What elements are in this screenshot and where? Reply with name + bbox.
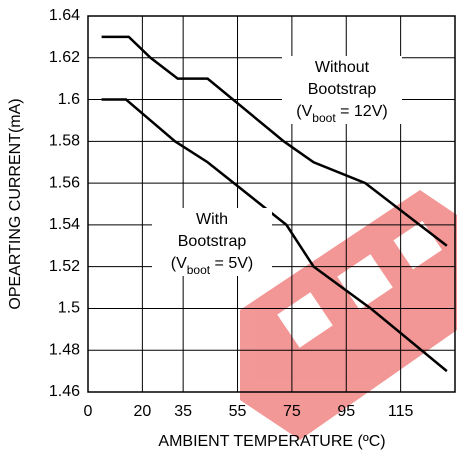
annotation-text: Bootstrap — [178, 233, 247, 250]
series-line — [101, 98, 448, 373]
annotation-part: = 5V) — [210, 255, 253, 272]
x-tick-label: 55 — [229, 403, 247, 420]
annotation-text: With — [196, 211, 228, 228]
y-tick-label: 1.62 — [49, 49, 80, 66]
x-tick-label: 20 — [133, 403, 151, 420]
annotation-bg — [152, 208, 272, 276]
annotation-text: Without — [315, 59, 370, 76]
annotation-part: (V — [171, 255, 187, 272]
y-axis-title: OPEARTING CURRENT(mA) — [7, 98, 24, 309]
y-tick-label: 1.5 — [58, 300, 80, 317]
x-tick-label: 75 — [283, 403, 301, 420]
y-tick-label: 1.52 — [49, 258, 80, 275]
y-tick-label: 1.58 — [49, 133, 80, 150]
series-line — [101, 35, 448, 247]
x-tick-label: 35 — [174, 403, 192, 420]
x-tick-label: 115 — [388, 403, 414, 420]
annotation-text: (Vboot = 12V) — [296, 103, 387, 125]
annotation-bg — [282, 56, 402, 124]
y-tick-label: 1.46 — [49, 383, 80, 400]
annotation-part: boot — [187, 263, 211, 277]
annotation-text: (Vboot = 5V) — [171, 255, 254, 277]
annotation-text: Bootstrap — [308, 81, 377, 98]
x-axis-title: AMBIENT TEMPERATURE (ºC) — [158, 433, 385, 450]
y-tick-label: 1.48 — [49, 341, 80, 358]
annotation-part: = 12V) — [336, 103, 388, 120]
x-tick-label: 95 — [337, 403, 355, 420]
x-tick-label: 0 — [84, 403, 93, 420]
y-tick-label: 1.54 — [49, 216, 80, 233]
y-tick-label: 1.6 — [58, 91, 80, 108]
y-tick-label: 1.64 — [49, 7, 80, 24]
plot-frame — [87, 15, 456, 393]
annotation-part: boot — [312, 111, 336, 125]
y-tick-label: 1.56 — [49, 174, 80, 191]
annotation-part: (V — [296, 103, 312, 120]
